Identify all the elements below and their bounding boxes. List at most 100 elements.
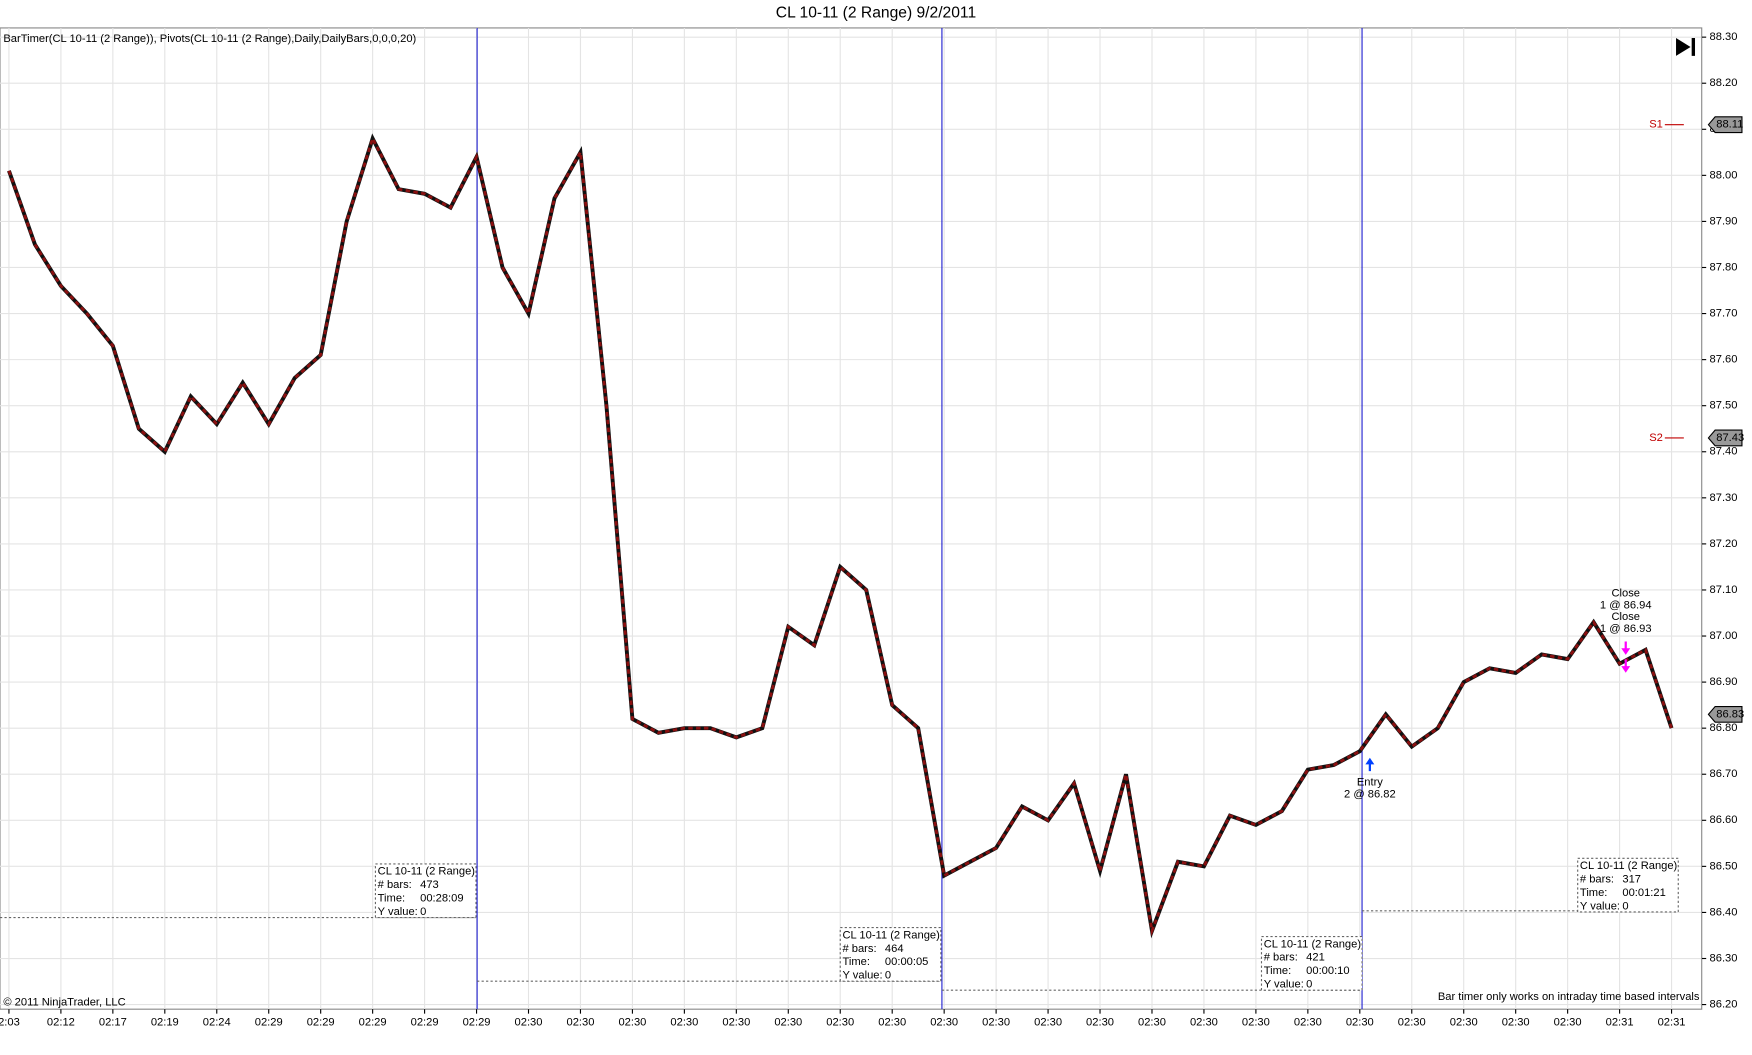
price-flag-label: 87.43 xyxy=(1716,432,1744,444)
x-tick-label: 02:29 xyxy=(359,1017,387,1029)
info-title: CL 10-11 (2 Range) xyxy=(378,866,476,878)
trade-label: Close xyxy=(1611,611,1640,623)
info-value: 0 xyxy=(1622,900,1628,912)
plot: 86.20 86.30 86.40 86.50 86.60 86.70 86.80 86.90… xyxy=(0,27,1744,1029)
info-key: Time: xyxy=(1580,887,1607,899)
info-key: Y value: xyxy=(1580,900,1620,912)
x-tick-label: 02:24 xyxy=(203,1017,231,1029)
x-tick-label: 02:30 xyxy=(1346,1017,1374,1029)
trade-arrow xyxy=(1365,757,1375,772)
x-tick-label: 02:30 xyxy=(1138,1017,1166,1029)
info-value: 473 xyxy=(420,879,439,891)
y-tick-label: 86.20 xyxy=(1710,999,1738,1011)
y-tick-label: 87.00 xyxy=(1710,630,1738,642)
y-tick-label: 87.20 xyxy=(1710,538,1738,550)
y-tick-label: 87.30 xyxy=(1710,492,1738,504)
info-value: 00:00:10 xyxy=(1306,965,1349,977)
x-tick-label: 02:30 xyxy=(515,1017,543,1029)
trade-arrow xyxy=(1621,641,1631,655)
x-tick-label: 02:30 xyxy=(1554,1017,1582,1029)
x-tick-label: 02:30 xyxy=(670,1017,698,1029)
x-tick-label: 02:29 xyxy=(255,1017,283,1029)
info-title: CL 10-11 (2 Range) xyxy=(842,929,940,941)
x-tick-label: 02:17 xyxy=(99,1017,127,1029)
trade-text: 1 @ 86.94 xyxy=(1600,600,1652,612)
y-tick-label: 87.60 xyxy=(1710,354,1738,366)
x-tick-label: 02:12 xyxy=(47,1017,75,1029)
info-key: Y value: xyxy=(1264,979,1304,991)
copyright: © 2011 NinjaTrader, LLC xyxy=(3,996,125,1008)
y-tick-label: 87.90 xyxy=(1710,215,1738,227)
info-box xyxy=(374,863,477,919)
price-flag-label: 88.11 xyxy=(1716,119,1743,131)
x-tick-label: 02:30 xyxy=(1450,1017,1478,1029)
info-value: 0 xyxy=(1306,979,1312,991)
info-key: Time: xyxy=(378,892,405,904)
info-key: # bars: xyxy=(1264,952,1298,964)
price-flag xyxy=(1707,116,1743,134)
x-tick-label: 02:30 xyxy=(1502,1017,1530,1029)
info-value: 00:01:21 xyxy=(1622,887,1665,899)
trade-label: Close xyxy=(1611,587,1640,599)
x-tick-label: 02:30 xyxy=(1398,1017,1426,1029)
x-tick-label: 02:31 xyxy=(1606,1017,1634,1029)
info-value: 00:28:09 xyxy=(420,892,463,904)
y-tick-label: 88.30 xyxy=(1710,31,1738,43)
x-tick-label: 02:30 xyxy=(1086,1017,1114,1029)
y-tick-label: 88.20 xyxy=(1710,77,1738,89)
price-line xyxy=(7,134,1673,937)
x-tick-label: 02:30 xyxy=(930,1017,958,1029)
price-flag xyxy=(1707,705,1743,723)
info-key: # bars: xyxy=(842,943,876,955)
y-tick-label: 87.10 xyxy=(1710,584,1738,596)
x-tick-label: 02:30 xyxy=(618,1017,646,1029)
info-box xyxy=(1260,935,1363,991)
y-tick-label: 86.50 xyxy=(1710,860,1738,872)
y-tick-label: 86.80 xyxy=(1710,722,1738,734)
info-key: Time: xyxy=(842,956,869,968)
y-tick-label: 87.80 xyxy=(1710,261,1738,273)
info-box xyxy=(1577,857,1679,913)
x-tick-label: 02:29 xyxy=(307,1017,335,1029)
x-tick-label: 02:30 xyxy=(1190,1017,1218,1029)
notice: Bar timer only works on intraday time ba… xyxy=(1438,991,1700,1003)
info-value: 0 xyxy=(885,970,891,982)
x-tick-label: 02:30 xyxy=(982,1017,1010,1029)
y-tick-label: 86.40 xyxy=(1710,906,1738,918)
trade-label: Entry xyxy=(1357,776,1383,788)
play-button[interactable] xyxy=(1676,37,1696,56)
info-key: Y value: xyxy=(842,970,882,982)
y-tick-label: 86.70 xyxy=(1710,768,1738,780)
x-tick-label: 02:31 xyxy=(1658,1017,1686,1029)
y-tick-label: 86.60 xyxy=(1710,814,1738,826)
x-tick-label: 02:29 xyxy=(411,1017,439,1029)
x-tick-label: 2:03 xyxy=(0,1017,20,1029)
x-tick-label: 02:30 xyxy=(826,1017,854,1029)
plot-frame xyxy=(0,27,1703,1010)
info-key: Time: xyxy=(1264,965,1291,977)
play-bar[interactable] xyxy=(1691,37,1696,56)
chart-title: CL 10-11 (2 Range) 9/2/2011 xyxy=(776,5,976,22)
x-tick-label: 02:30 xyxy=(878,1017,906,1029)
info-key: # bars: xyxy=(378,879,412,891)
y-tick-label: 87.70 xyxy=(1710,308,1738,320)
price-flag-label: 86.83 xyxy=(1716,708,1744,720)
x-tick-label: 02:30 xyxy=(567,1017,595,1029)
trade-text: 2 @ 86.82 xyxy=(1344,789,1396,801)
pivot-name: S1 xyxy=(1649,119,1663,131)
trade-arrow xyxy=(1621,659,1631,673)
price-flag xyxy=(1707,429,1743,447)
x-tick-label: 02:19 xyxy=(151,1017,179,1029)
info-value: 00:00:05 xyxy=(885,956,928,968)
info-value: 421 xyxy=(1306,952,1325,964)
x-tick-label: 02:30 xyxy=(1294,1017,1322,1029)
play-icon[interactable] xyxy=(1676,37,1691,56)
x-tick-label: 02:30 xyxy=(1242,1017,1270,1029)
y-tick-label: 87.40 xyxy=(1710,446,1738,458)
x-tick-label: 02:29 xyxy=(463,1017,491,1029)
x-tick-label: 02:30 xyxy=(774,1017,802,1029)
trade-text: 1 @ 86.93 xyxy=(1600,623,1652,635)
indicator-label: BarTimer(CL 10-11 (2 Range)), Pivots(CL … xyxy=(3,33,416,45)
